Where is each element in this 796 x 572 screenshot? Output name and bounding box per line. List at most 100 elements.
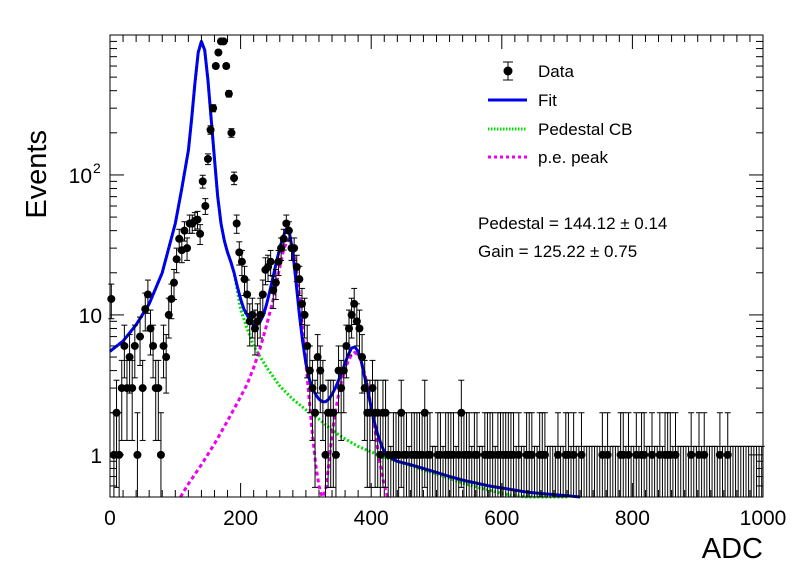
data-marker [300, 310, 309, 319]
data-marker [321, 450, 330, 459]
legend: Data Fit Pedestal CB p.e. peak [488, 61, 633, 167]
data-marker [248, 310, 257, 319]
data-marker [154, 384, 163, 393]
data-marker [527, 450, 536, 459]
data-point [624, 412, 633, 497]
data-marker [227, 128, 236, 137]
data-marker [290, 244, 299, 253]
data-marker [162, 353, 171, 362]
data-point [133, 412, 142, 497]
data-marker [279, 234, 288, 243]
data-marker [180, 226, 189, 235]
data-point [237, 249, 246, 277]
data-marker [553, 450, 562, 459]
annotation-gain: Gain = 125.22 ± 0.75 [478, 242, 637, 261]
data-marker [130, 341, 139, 350]
data-marker [295, 275, 304, 284]
data-point [342, 324, 351, 379]
data-marker [700, 450, 709, 459]
data-marker [232, 219, 241, 228]
data-marker [723, 450, 732, 459]
data-point [138, 359, 147, 441]
data-point [553, 412, 562, 497]
data-marker [141, 305, 150, 314]
data-marker [206, 125, 215, 134]
data-marker [203, 155, 212, 164]
data-point [723, 412, 732, 497]
data-point [603, 412, 612, 497]
data-point [472, 412, 481, 497]
data-point [224, 89, 233, 98]
legend-label-pedestal: Pedestal CB [538, 120, 633, 139]
data-marker [274, 257, 283, 266]
data-point [640, 412, 649, 497]
data-point [295, 265, 304, 297]
data-marker [331, 450, 340, 459]
data-marker [136, 332, 145, 341]
data-point [368, 359, 377, 441]
data-marker [250, 324, 259, 333]
data-marker [355, 324, 364, 333]
data-point [136, 316, 145, 366]
data-point [316, 345, 325, 414]
data-point [112, 379, 121, 488]
data-marker [258, 290, 267, 299]
data-marker [292, 262, 301, 271]
x-tick-label: 0 [104, 507, 116, 530]
data-marker [240, 275, 249, 284]
data-marker [472, 450, 481, 459]
data-point [209, 104, 218, 113]
data-marker [671, 450, 680, 459]
fit-curves [109, 39, 581, 499]
data-marker [224, 89, 233, 98]
data-marker [196, 229, 205, 238]
x-tick-label: 800 [615, 507, 650, 530]
y-tick-label: 10 [79, 305, 102, 328]
data-point [156, 412, 165, 497]
pedestal-curve [109, 39, 568, 499]
data-point [355, 309, 364, 356]
data-point [198, 174, 207, 189]
data-point [687, 412, 696, 497]
data-marker [219, 37, 228, 46]
data-marker [149, 341, 158, 350]
data-marker [577, 450, 586, 459]
y-tick-label: 10 [69, 165, 92, 188]
data-marker [313, 353, 322, 362]
data-point [540, 412, 549, 497]
data-point [206, 125, 215, 135]
x-tick-label: 400 [354, 507, 389, 530]
data-point [196, 224, 205, 246]
y-tick-label: 1 [90, 445, 102, 468]
data-marker [198, 177, 207, 186]
data-marker [305, 366, 314, 375]
data-point [647, 412, 656, 497]
data-marker [352, 317, 361, 326]
data-marker [640, 450, 649, 459]
data-point [183, 237, 192, 261]
data-point [230, 171, 239, 186]
legend-label-pe: p.e. peak [538, 148, 608, 167]
data-point [318, 359, 327, 441]
data-marker [318, 384, 327, 393]
data-marker [266, 257, 275, 266]
data-point [219, 37, 228, 46]
data-point [193, 210, 202, 230]
data-point [143, 279, 152, 314]
data-marker [360, 384, 369, 393]
data-point [577, 412, 586, 497]
data-marker [647, 450, 656, 459]
data-point [271, 268, 280, 301]
fit-curve [109, 39, 581, 499]
data-point [569, 412, 578, 497]
data-point [250, 309, 259, 356]
data-point [203, 153, 212, 166]
data-marker [344, 324, 353, 333]
data-point [297, 287, 306, 326]
data-point [222, 62, 231, 71]
x-axis-label: ADC [702, 533, 763, 565]
data-point [243, 279, 252, 314]
